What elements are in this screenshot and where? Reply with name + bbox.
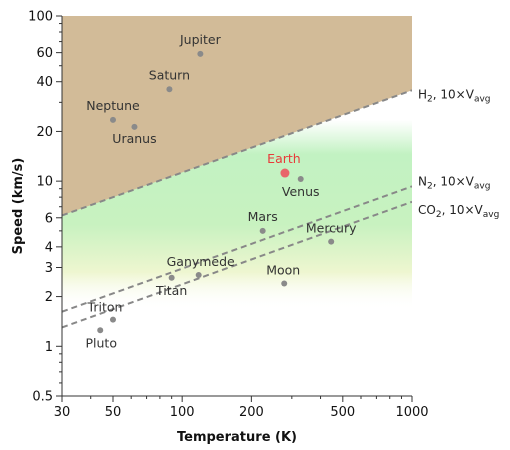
y-tick-label: 4	[45, 240, 53, 255]
label-titan: Titan	[155, 283, 187, 298]
y-tick-label: 6	[45, 211, 53, 226]
line-label-h2: H2, 10×Vavg	[418, 87, 491, 104]
label-ganymede: Ganymede	[167, 254, 235, 269]
line-label-co2: CO2, 10×Vavg	[418, 203, 499, 220]
line-label-n2: N2, 10×Vavg	[418, 174, 490, 191]
line-co2	[62, 200, 412, 329]
y-tick-label: 10	[36, 175, 53, 190]
y-tick-label: 3	[45, 261, 53, 276]
line-h2	[62, 89, 412, 217]
label-pluto: Pluto	[85, 335, 116, 350]
y-tick-label: 40	[36, 75, 53, 90]
point-saturn	[166, 86, 173, 93]
data-points	[97, 50, 335, 334]
label-neptune: Neptune	[86, 98, 140, 113]
x-tick-label: 500	[330, 405, 355, 420]
point-ganymede	[195, 272, 202, 279]
point-triton	[109, 316, 116, 323]
point-earth	[280, 168, 290, 178]
label-saturn: Saturn	[149, 67, 190, 82]
point-jupiter	[197, 50, 204, 57]
axes: 30 50 100 200 500 1000 0.5 1 2 3 4 6 10 20 40 60 100	[28, 10, 428, 421]
y-tick-label: 2	[45, 290, 53, 305]
y-axis-title: Speed (km/s)	[11, 158, 26, 255]
label-earth: Earth	[267, 151, 301, 166]
x-tick-label: 30	[54, 405, 71, 420]
line-n2	[62, 185, 412, 313]
point-uranus	[131, 123, 138, 130]
point-mercury	[328, 238, 335, 245]
point-moon	[281, 280, 288, 287]
y-tick-label: 60	[36, 46, 53, 61]
label-triton: Triton	[87, 300, 123, 315]
point-labels: Jupiter Saturn Neptune Uranus Earth Venus Mars…	[85, 32, 357, 350]
label-uranus: Uranus	[112, 131, 156, 146]
x-tick-label: 100	[170, 405, 195, 420]
point-neptune	[109, 116, 116, 123]
line-labels: H2, 10×Vavg N2, 10×Vavg CO2, 10×Vavg	[418, 87, 499, 219]
escaped-region	[62, 16, 412, 216]
retention-lines	[62, 89, 412, 329]
label-mars: Mars	[248, 209, 278, 224]
x-tick-label: 1000	[395, 405, 428, 420]
point-titan	[168, 274, 175, 281]
point-venus	[297, 176, 304, 183]
x-tick-label: 50	[105, 405, 122, 420]
x-axis-title: Temperature (K)	[177, 430, 297, 445]
point-mars	[259, 227, 266, 234]
y-tick-label: 0.5	[32, 390, 53, 405]
y-tick-label: 1	[45, 340, 53, 355]
x-tick-label: 200	[239, 405, 264, 420]
label-mercury: Mercury	[306, 221, 357, 236]
point-pluto	[97, 327, 104, 334]
y-tick-label: 20	[36, 125, 53, 140]
partial-retention-region	[62, 60, 412, 396]
label-jupiter: Jupiter	[179, 32, 222, 47]
y-tick-label: 100	[28, 10, 53, 25]
plot-background	[62, 16, 412, 396]
label-moon: Moon	[266, 262, 300, 277]
label-venus: Venus	[282, 184, 320, 199]
